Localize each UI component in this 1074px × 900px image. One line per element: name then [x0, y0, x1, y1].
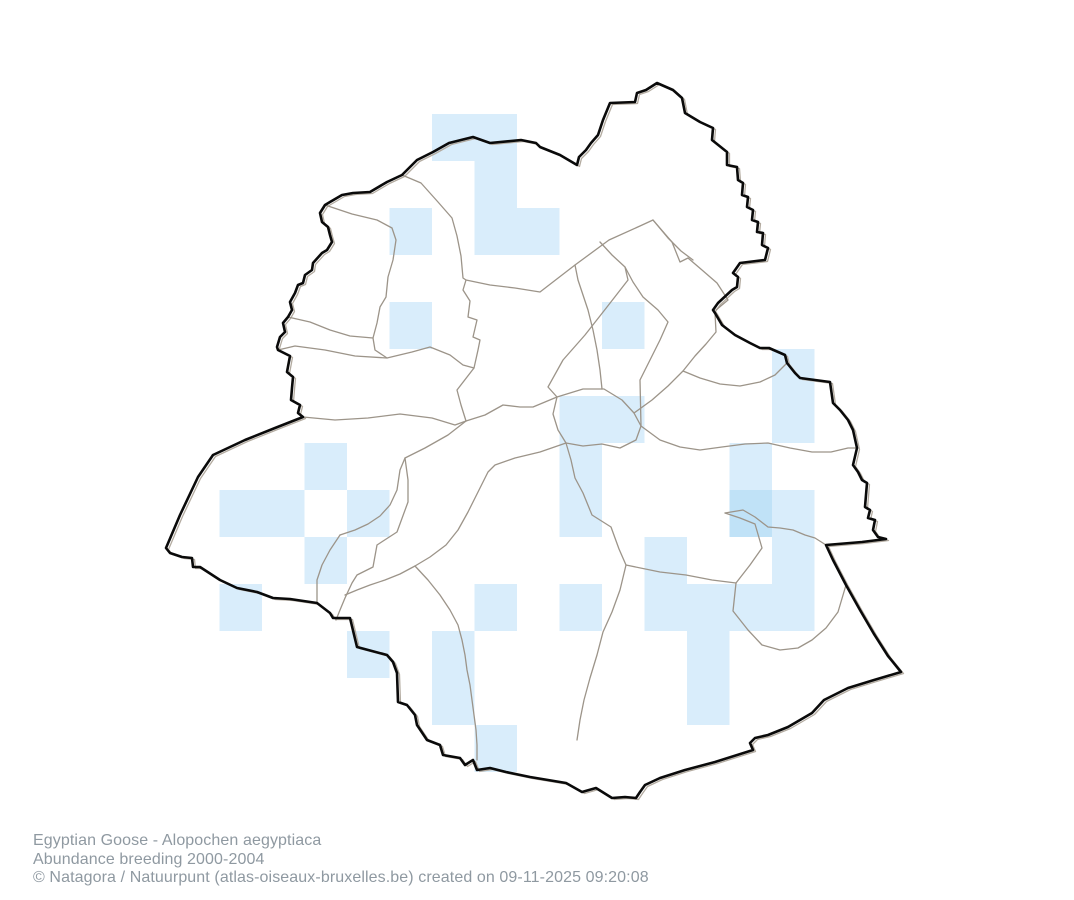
abundance-cell [559, 396, 602, 443]
abundance-cell [729, 443, 772, 490]
municipality-boundary-line [335, 457, 409, 621]
abundance-cell [772, 490, 815, 537]
abundance-cell [304, 537, 347, 584]
abundance-cell [219, 490, 262, 537]
abundance-cell [432, 678, 475, 725]
abundance-cell [474, 584, 517, 631]
municipality-boundary-line [633, 312, 717, 414]
municipality-boundary-line [547, 266, 629, 398]
abundance-cell [687, 584, 730, 631]
abundance-cell [517, 208, 560, 255]
caption-species: Egyptian Goose - Alopochen aegyptiaca [33, 832, 322, 849]
municipality-boundary-line [465, 396, 558, 422]
abundance-cell [389, 208, 432, 255]
abundance-cell [474, 725, 517, 772]
region-border-shadow [167, 83, 905, 801]
abundance-cell [729, 490, 772, 537]
municipality-boundary-line [732, 582, 847, 651]
abundance-cell [474, 114, 517, 161]
region-border [164, 81, 903, 800]
municipality-boundary-line [640, 425, 858, 453]
abundance-cell [262, 490, 305, 537]
abundance-cell [772, 537, 815, 584]
caption-subtitle: Abundance breeding 2000-2004 [33, 850, 265, 868]
abundance-cell [772, 584, 815, 631]
municipality-boundary-line [565, 442, 627, 741]
abundance-cell [729, 584, 772, 631]
municipality-boundary-line [414, 565, 478, 761]
abundance-cell [559, 584, 602, 631]
municipality-boundary-line [316, 534, 341, 604]
abundance-cell [644, 537, 687, 584]
municipality-boundary-line [552, 388, 642, 449]
municipality-boundary-line [724, 509, 827, 546]
municipality-boundary-line [599, 241, 669, 427]
caption-copyright: © Natagora / Natuurpunt (atlas-oiseaux-b… [33, 869, 649, 886]
abundance-cell [304, 443, 347, 490]
municipality-boundary-line [724, 512, 763, 584]
border-shadow-layer [167, 83, 905, 801]
abundance-cell [687, 678, 730, 725]
municipality-boundary-line [277, 345, 475, 369]
municipality-lines-layer [277, 174, 858, 761]
abundance-cell [644, 584, 687, 631]
municipality-boundary-line [682, 362, 788, 387]
abundance-cell [559, 443, 602, 490]
municipality-boundary-line [339, 420, 467, 536]
municipality-boundary-line [652, 219, 729, 311]
municipality-boundary-line [287, 316, 374, 339]
municipality-boundary-line [324, 204, 397, 359]
abundance-cells-layer [219, 114, 815, 772]
abundance-cell [772, 396, 815, 443]
abundance-cell [389, 302, 432, 349]
abundance-cell [474, 161, 517, 208]
abundance-cell [474, 208, 517, 255]
abundance-cell [432, 631, 475, 678]
municipality-boundary-line [625, 564, 737, 584]
region-border-layer [164, 81, 903, 800]
abundance-cell [559, 490, 602, 537]
municipality-boundary-line [574, 264, 603, 390]
municipality-boundary-line [344, 442, 567, 596]
abundance-cell [687, 631, 730, 678]
abundance-cell [602, 302, 645, 349]
municipality-boundary-line [302, 413, 467, 426]
map-caption: Egyptian Goose - Alopochen aegyptiaca Ab… [33, 832, 649, 888]
